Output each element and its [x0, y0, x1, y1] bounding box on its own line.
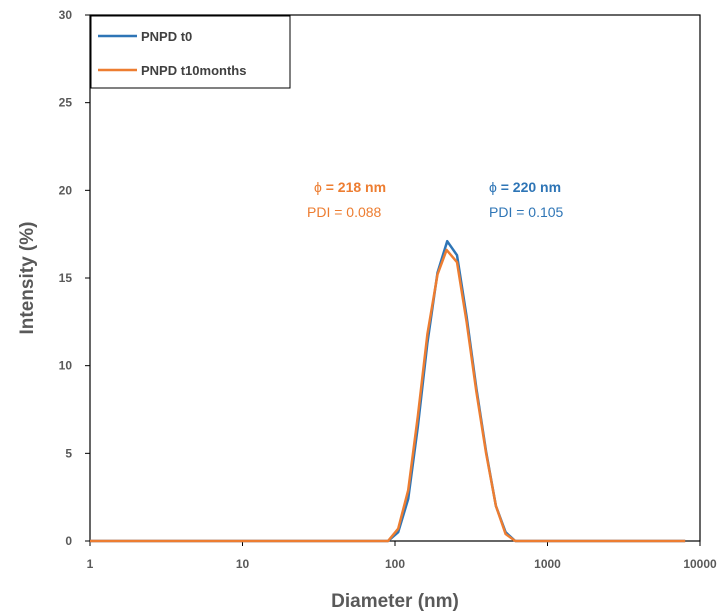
y-tick-label: 30	[59, 8, 73, 22]
annotation-pdi-t0: PDI = 0.105	[489, 204, 564, 220]
y-tick-label: 25	[59, 96, 73, 110]
y-tick-label: 5	[65, 446, 72, 460]
y-tick-label: 15	[59, 271, 73, 285]
series-line-pnpd-t10months	[90, 248, 686, 543]
annotation-t0: ϕ = 220 nm PDI = 0.105	[489, 179, 564, 220]
legend-box	[90, 15, 291, 89]
y-tick-label: 10	[59, 359, 73, 373]
annotation-t10months: ϕ = 218 nm PDI = 0.088	[307, 179, 386, 220]
annotation-pdi-t10months: PDI = 0.088	[307, 204, 382, 220]
y-tick-label: 20	[59, 183, 73, 197]
x-tick-label: 10	[236, 557, 250, 571]
x-tick-label: 10000	[683, 557, 717, 571]
plot-area	[89, 14, 701, 542]
legend-label-pnpd-t0: PNPD t0	[141, 29, 192, 44]
x-axis-title: Diameter (nm)	[331, 591, 459, 612]
y-tick-label: 0	[65, 534, 72, 548]
x-axis-ticks: 1 10 100 1000 10000	[87, 541, 717, 571]
y-axis-title: Intensity (%)	[17, 222, 38, 335]
x-tick-label: 1000	[534, 557, 561, 571]
annotation-size-t10months: ϕ = 218 nm	[314, 179, 386, 195]
y-axis-ticks: 0 5 10 15 20 25 30	[59, 8, 90, 548]
x-tick-label: 1	[87, 557, 94, 571]
x-tick-label: 100	[385, 557, 405, 571]
legend: PNPD t0 PNPD t10months	[90, 15, 291, 89]
legend-label-pnpd-t10months: PNPD t10months	[141, 63, 246, 78]
annotation-size-t0: ϕ = 220 nm	[489, 179, 561, 195]
series-layer	[90, 239, 686, 543]
